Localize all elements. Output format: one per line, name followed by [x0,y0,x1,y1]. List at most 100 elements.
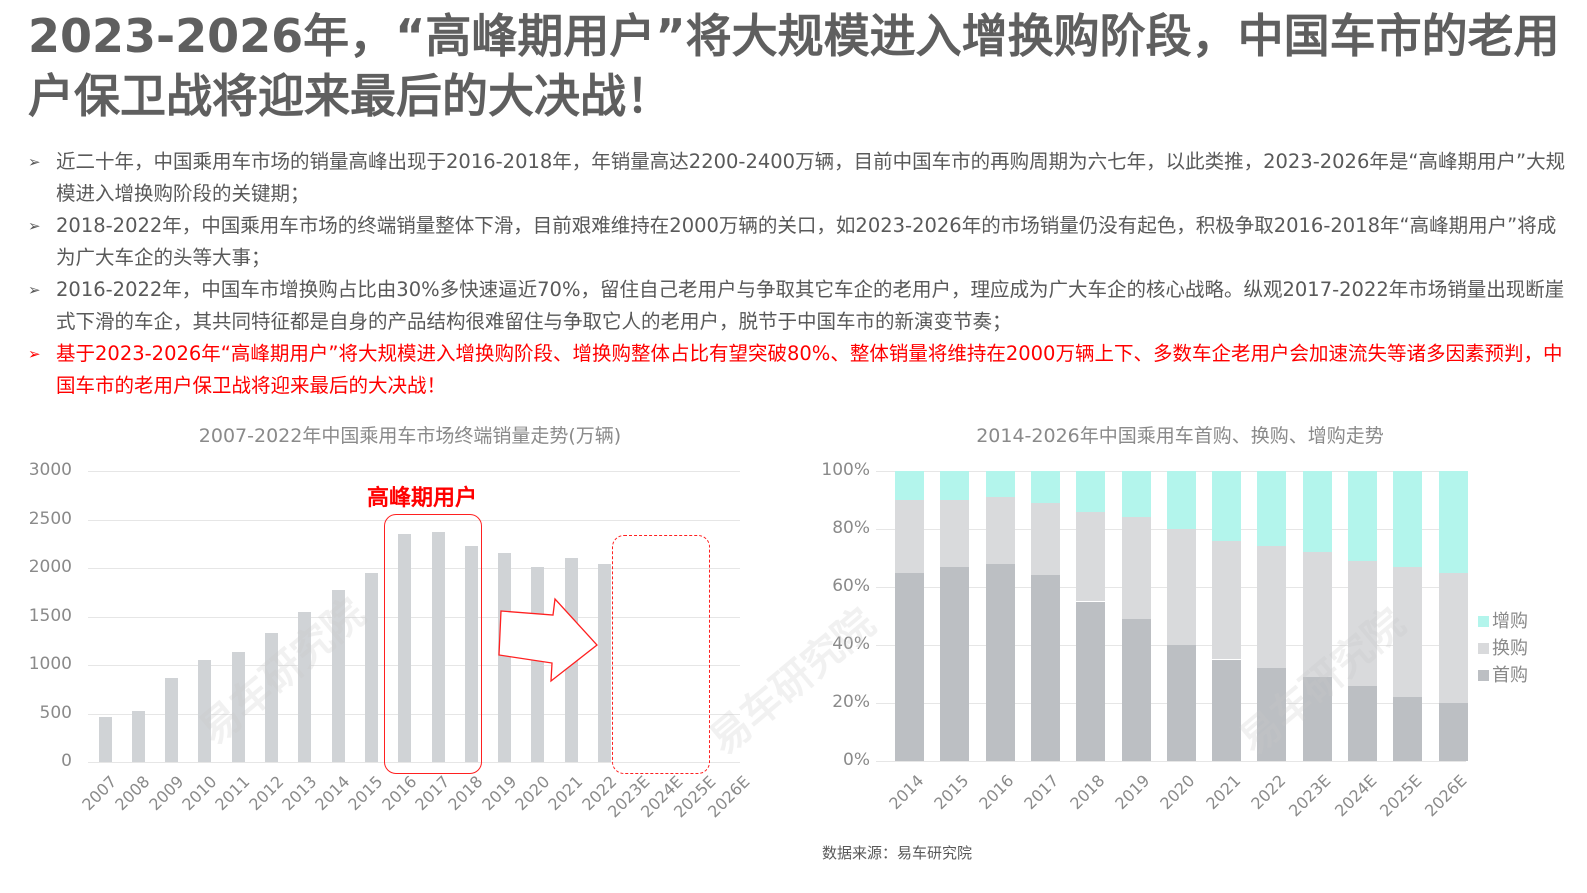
stack-segment-增购 [940,471,970,500]
x-tick-label: 2023E [1285,771,1335,821]
sales-bar [98,716,112,762]
sales-bar [265,632,278,762]
sales-bar [165,678,179,762]
x-tick-label: 2020 [1156,771,1199,814]
bullet-item: ➢ 近二十年，中国乘用车市场的销量高峰出现于2016-2018年，年销量高达220… [28,146,1568,210]
gridline [88,616,740,618]
bullet-arrow-icon: ➢ [28,217,41,235]
bullet-item: ➢ 基于2023-2026年“高峰期用户”将大规模进入增换购阶段、增换购整体占比有… [28,338,1568,402]
stack-segment-换购 [1166,529,1196,645]
stack-segment-增购 [895,471,924,500]
sales-bar [431,532,445,762]
stack-segment-首购 [1348,685,1377,761]
bullet-text: 基于2023-2026年“高峰期用户”将大规模进入增换购阶段、增换购整体占比有望… [56,342,1563,397]
stack-segment-增购 [1030,471,1060,503]
y-tick-label: 1500 [28,605,72,626]
sales-bar [198,660,212,762]
watermark: 易车研究院 [701,600,884,764]
y-tick-label: 2000 [28,557,72,577]
stack-segment-首购 [1030,575,1060,761]
bullet-text: 2018-2022年，中国乘用车市场的终端销量整体下滑，目前艰难维持在2000万… [56,214,1557,269]
sales-bar [131,711,145,762]
bullet-list: ➢ 近二十年，中国乘用车市场的销量高峰出现于2016-2018年，年销量高达220… [28,146,1568,402]
bullet-arrow-icon: ➢ [28,281,41,299]
x-tick-label: 2026E [1421,771,1471,821]
stack-segment-增购 [1121,471,1151,518]
stack-segment-增购 [1166,471,1196,529]
stack-segment-换购 [895,500,924,573]
legend-label: 增购 [1492,611,1528,632]
stack-segment-换购 [1030,502,1060,576]
x-tick-label: 2016 [975,771,1018,814]
y-tick-label: 20% [832,692,870,712]
gridline [88,762,740,763]
x-tick-label: 2024E [1330,771,1380,821]
stack-segment-增购 [1212,471,1242,541]
x-tick-label: 2018 [1065,771,1109,814]
y-tick-label: 0 [61,751,72,771]
legend-swatch [1478,670,1489,681]
legend-item: 换购 [1478,635,1528,662]
peak-period-label: 高峰期用户 [367,486,478,511]
bullet-item: ➢ 2018-2022年，中国乘用车市场的终端销量整体下滑，目前艰难维持在2000… [28,210,1568,274]
y-tick-label: 1000 [28,654,72,674]
x-tick-label: 2022 [1247,771,1290,814]
stack-segment-增购 [1348,471,1377,561]
gridline [88,519,740,521]
bullet-text: 近二十年，中国乘用车市场的销量高峰出现于2016-2018年，年销量高达2200… [56,150,1566,205]
stack-segment-换购 [1121,517,1151,619]
legend-swatch [1478,643,1489,654]
y-tick-label: 500 [39,702,72,723]
sales-bar [364,573,378,762]
x-tick-label: 2015 [930,771,973,814]
sales-bar [331,590,345,762]
stack-segment-换购 [1348,560,1377,686]
sales-bar [398,534,412,762]
stack-segment-增购 [1302,471,1332,553]
legend-swatch [1478,616,1489,627]
stack-segment-首购 [1257,668,1287,761]
watermark: 易车研究院 [191,590,374,754]
sales-bar [231,652,245,762]
stack-segment-首购 [1212,659,1242,761]
sales-bar [598,563,611,762]
stack-segment-增购 [985,471,1015,498]
stack-segment-换购 [1393,566,1423,698]
y-tick-label: 60% [832,576,870,596]
x-tick-label: 2025E [1375,771,1426,821]
stack-segment-首购 [1393,697,1423,761]
bullet-text: 2016-2022年，中国车市增换购占比由30%多快速逼近70%，留住自己老用户… [56,278,1565,333]
stack-segment-首购 [1121,618,1151,761]
stack-segment-增购 [1438,471,1468,573]
stack-segment-换购 [1438,572,1468,703]
y-tick-label: 0% [843,750,870,770]
bullet-arrow-icon: ➢ [28,153,41,171]
forecast-box [612,535,710,774]
bullet-arrow-icon: ➢ [28,345,41,363]
stack-segment-首购 [940,566,970,761]
y-tick-label: 80% [832,518,870,538]
stack-segment-增购 [1393,471,1423,567]
stack-segment-增购 [1076,471,1106,512]
gridline [88,713,740,715]
y-tick-label: 2500 [28,508,72,529]
stack-segment-换购 [985,497,1015,564]
x-tick-label: 2017 [1020,771,1063,814]
stack-segment-首购 [1166,645,1196,761]
x-tick-label: 2021 [1201,771,1245,814]
sales-bar [464,546,478,762]
data-source: 数据来源：易车研究院 [822,844,973,862]
gridline [88,471,740,472]
gridline [88,665,740,666]
sales-bar [298,612,312,762]
right-arrow-icon [498,597,598,683]
sales-chart-title: 2007-2022年中国乘用车市场终端销量走势(万辆) [198,425,622,447]
sales-bar [498,553,512,762]
stack-segment-首购 [1438,703,1468,761]
peak-period-box [384,514,482,774]
gridline [88,568,740,569]
stack-segment-增购 [1257,471,1287,547]
legend-label: 首购 [1492,665,1528,686]
x-tick-label: 2014 [884,771,927,814]
stack-segment-换购 [1076,511,1106,602]
